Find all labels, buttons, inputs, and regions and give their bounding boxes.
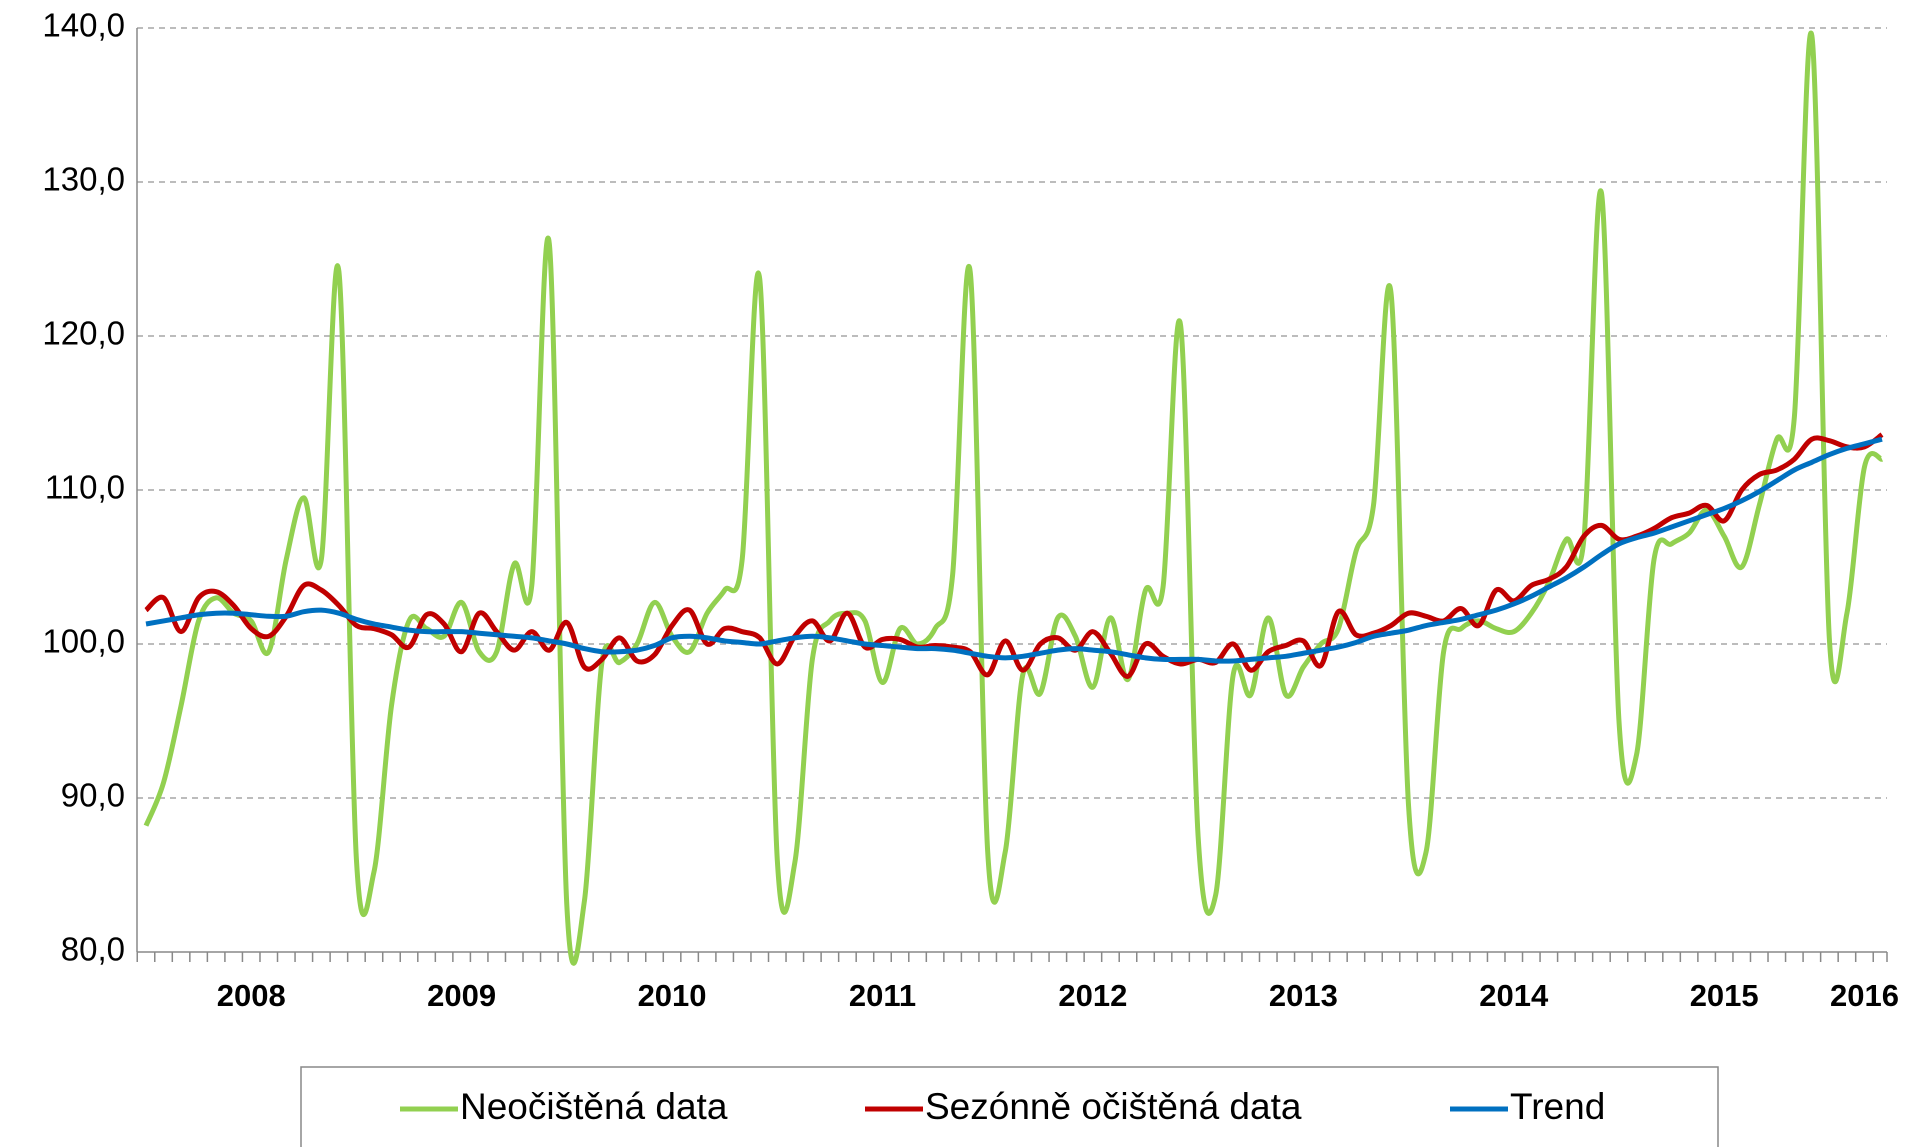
line-series: [145, 436, 1883, 664]
x-tick-label: 2016: [1830, 978, 1899, 1013]
x-tick-label: 2015: [1690, 978, 1759, 1013]
x-tick-label: 2011: [849, 978, 916, 1013]
x-tick-label: 2009: [427, 978, 496, 1013]
x-tick-label: 2010: [638, 978, 707, 1013]
line-series: [144, 432, 1884, 679]
y-tick-label: 130,0: [42, 161, 125, 198]
legend-label: Sezónně očištěná data: [925, 1086, 1302, 1127]
legend-box: [300, 1066, 1719, 1147]
x-tick-label: 2014: [1479, 978, 1549, 1013]
x-tick-label: 2012: [1058, 978, 1127, 1013]
legend-label: Trend: [1510, 1086, 1605, 1127]
x-tick-label: 2008: [217, 978, 286, 1013]
line-series: [143, 30, 1885, 966]
y-tick-label: 110,0: [45, 469, 125, 506]
y-tick-label: 90,0: [61, 777, 125, 814]
y-tick-label: 80,0: [61, 931, 125, 968]
x-tick-label: 2013: [1269, 978, 1338, 1013]
legend-label: Neočištěná data: [460, 1086, 728, 1127]
y-tick-label: 120,0: [42, 315, 125, 352]
y-tick-label: 100,0: [42, 623, 125, 660]
y-tick-label: 140,0: [42, 7, 125, 44]
